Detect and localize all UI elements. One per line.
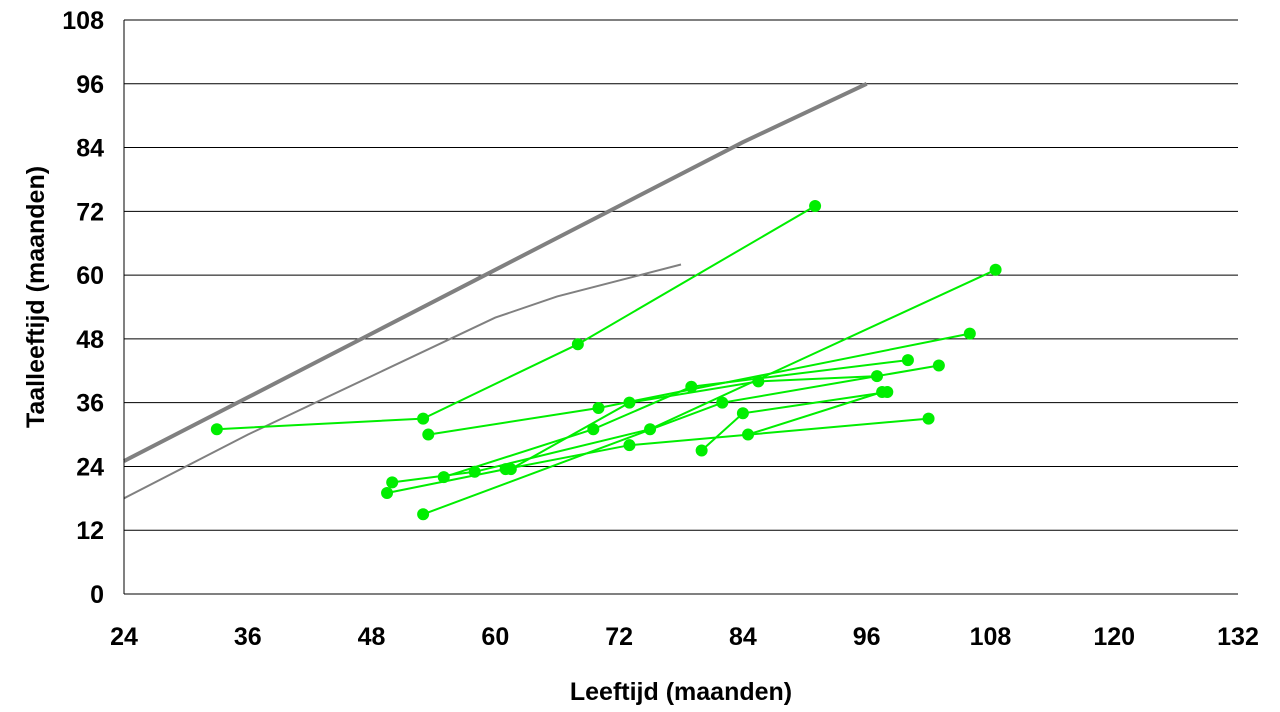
data-point bbox=[587, 423, 600, 436]
series-6 bbox=[504, 370, 883, 476]
data-point bbox=[716, 396, 729, 409]
data-point bbox=[386, 476, 399, 489]
data-point bbox=[922, 412, 935, 425]
data-point bbox=[695, 444, 708, 457]
data-point bbox=[809, 200, 822, 213]
data-point bbox=[752, 375, 765, 388]
x-tick-label: 84 bbox=[729, 623, 757, 651]
x-tick-label: 96 bbox=[853, 623, 881, 651]
y-tick-label: 0 bbox=[90, 581, 104, 609]
x-tick-label: 48 bbox=[358, 623, 386, 651]
series-7 bbox=[417, 359, 945, 521]
x-axis-title: Leeftijd (maanden) bbox=[570, 678, 792, 706]
data-point bbox=[623, 396, 636, 409]
series-line bbox=[392, 268, 997, 484]
y-tick-label: 108 bbox=[62, 7, 104, 35]
data-point bbox=[417, 412, 430, 425]
x-tick-label: 72 bbox=[605, 623, 633, 651]
child-series bbox=[210, 200, 1002, 521]
data-point bbox=[504, 463, 517, 476]
series-8 bbox=[695, 386, 894, 457]
data-point bbox=[901, 354, 914, 367]
series-line bbox=[747, 391, 883, 436]
reference-line-thin bbox=[123, 263, 682, 500]
data-point bbox=[989, 263, 1002, 276]
reference-line-thick bbox=[123, 81, 868, 463]
y-tick-label: 60 bbox=[76, 262, 104, 290]
data-point bbox=[736, 407, 749, 420]
y-tick-label: 12 bbox=[76, 517, 104, 545]
y-tick-label: 96 bbox=[76, 71, 104, 99]
series-1 bbox=[210, 200, 822, 436]
x-tick-label: 132 bbox=[1217, 623, 1259, 651]
data-point bbox=[417, 508, 430, 521]
series-line bbox=[386, 417, 929, 494]
series-line bbox=[216, 205, 816, 431]
y-tick-label: 72 bbox=[76, 198, 104, 226]
x-tick-label: 36 bbox=[234, 623, 262, 651]
reference-lines bbox=[123, 81, 868, 500]
data-point bbox=[623, 439, 636, 452]
y-tick-label: 48 bbox=[76, 326, 104, 354]
data-point bbox=[571, 338, 584, 351]
y-axis-title: Taalleeftijd (maanden) bbox=[22, 166, 50, 428]
y-tick-label: 84 bbox=[76, 135, 104, 163]
series-line bbox=[510, 375, 878, 470]
x-tick-label: 24 bbox=[110, 623, 138, 651]
data-point bbox=[210, 423, 223, 436]
y-tick-label: 24 bbox=[76, 453, 104, 481]
y-tick-label: 36 bbox=[76, 390, 104, 418]
data-point bbox=[422, 428, 435, 441]
x-tick-label: 120 bbox=[1093, 623, 1135, 651]
data-point bbox=[685, 380, 698, 393]
gridlines bbox=[124, 19, 1238, 531]
data-point bbox=[932, 359, 945, 372]
series-2 bbox=[422, 327, 976, 441]
x-tick-label: 108 bbox=[970, 623, 1012, 651]
series-3 bbox=[386, 263, 1002, 489]
data-point bbox=[742, 428, 755, 441]
series-9 bbox=[742, 386, 889, 441]
data-point bbox=[963, 327, 976, 340]
tick-labels: 0 12 24 36 48 60 72 84 96 108 24 36 48 60 72 84 96 108 120… bbox=[62, 7, 1259, 651]
series-line bbox=[443, 359, 909, 479]
data-point bbox=[381, 487, 394, 500]
series-line bbox=[428, 332, 970, 436]
data-point bbox=[592, 401, 605, 414]
x-tick-label: 60 bbox=[481, 623, 509, 651]
data-point bbox=[876, 386, 889, 399]
axes bbox=[123, 20, 1238, 595]
